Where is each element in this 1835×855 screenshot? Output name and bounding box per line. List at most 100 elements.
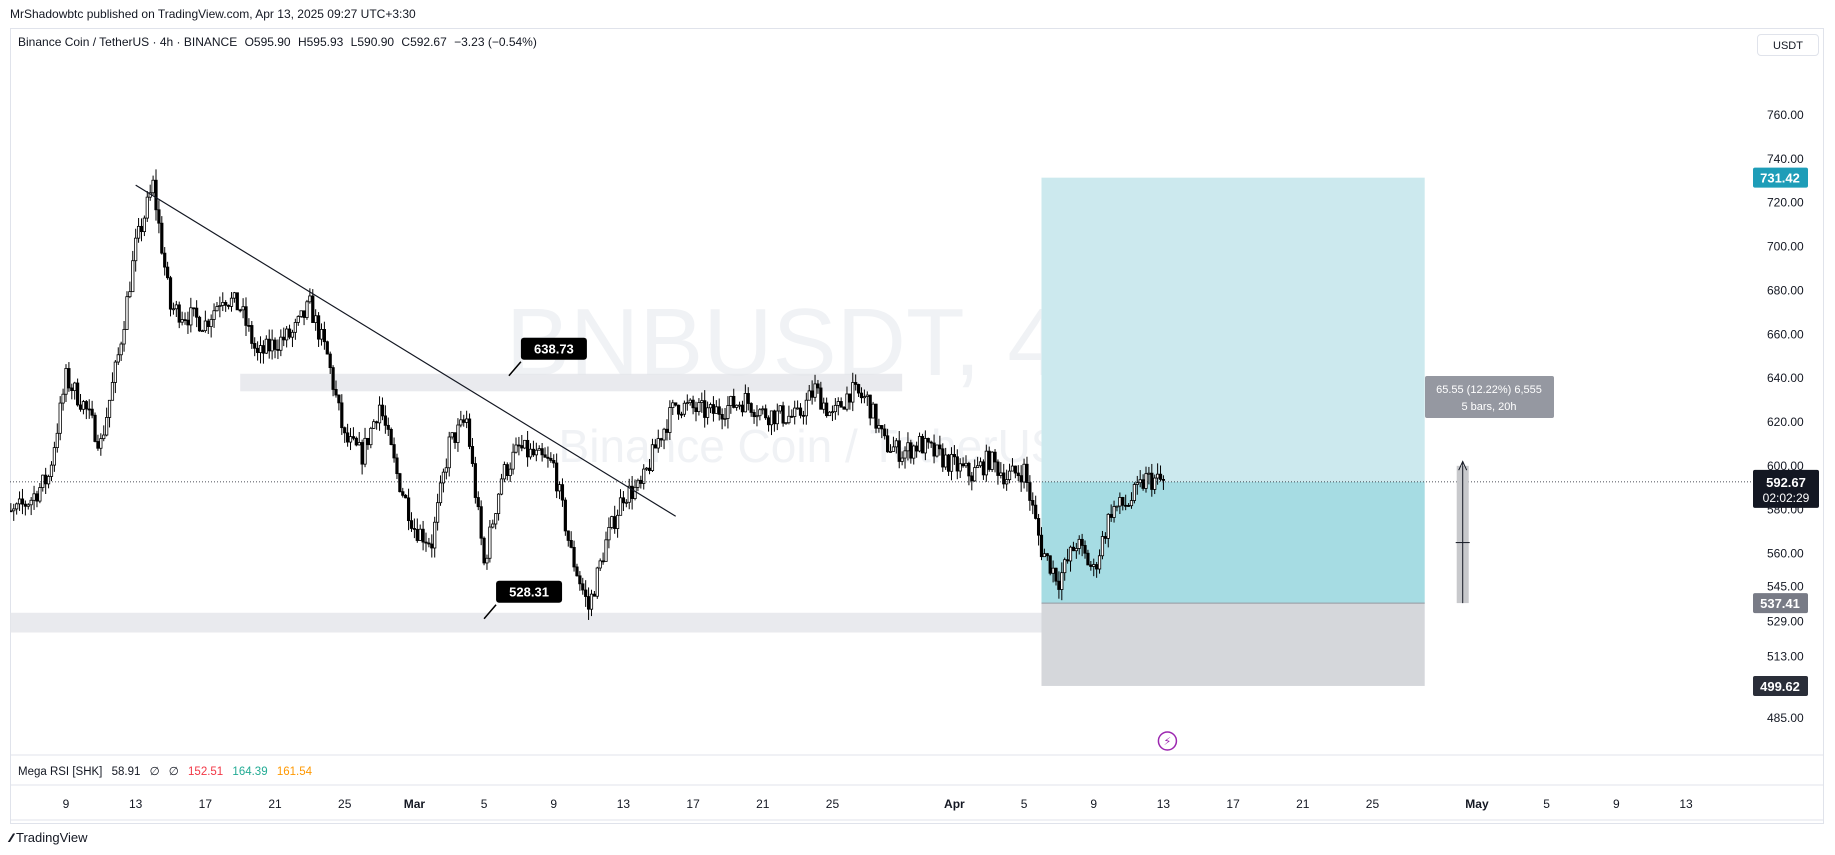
candle-body — [932, 442, 936, 457]
candle-body — [415, 528, 419, 541]
candle-body — [76, 382, 80, 406]
alert-bolt-icon[interactable] — [1157, 731, 1178, 751]
candle-body — [488, 526, 492, 559]
candle-body — [833, 404, 837, 413]
candle-body — [32, 493, 36, 501]
candle-body — [1080, 538, 1084, 546]
candle-body — [325, 341, 329, 355]
candle-body — [691, 399, 695, 409]
candle-body — [267, 338, 271, 352]
measure-label-bars: 5 bars, 20h — [1461, 401, 1516, 413]
candle-body — [459, 419, 463, 426]
candle-body — [64, 368, 68, 395]
candle-body — [604, 539, 608, 562]
candle-body — [665, 428, 669, 433]
bar-countdown: 02:02:29 — [1763, 491, 1810, 505]
candle-body — [601, 560, 605, 563]
candle-body — [406, 497, 411, 522]
indicator-legend[interactable]: Mega RSI [SHK] 58.91 ∅ ∅ 152.51 164.39 1… — [18, 764, 318, 778]
candle-body — [465, 418, 469, 423]
candle-body — [891, 446, 896, 452]
x-tick-label: 17 — [1226, 797, 1240, 811]
tradingview-brand[interactable]: ⁄⁄ TradingView — [10, 830, 88, 845]
candle-body — [973, 467, 977, 482]
candle-body — [1150, 472, 1154, 490]
candle-body — [549, 457, 553, 461]
candle-body — [29, 499, 33, 506]
currency-unit-button[interactable]: USDT — [1757, 34, 1819, 56]
y-tick-label: 740.00 — [1767, 152, 1804, 166]
candle-body — [218, 305, 222, 307]
candle-body — [467, 418, 472, 447]
measure-label-value: 65.55 (12.22%) 6,555 — [1436, 384, 1542, 396]
candle-body — [1124, 504, 1128, 507]
candle-body — [758, 409, 762, 417]
descending-trendline — [135, 184, 676, 517]
candle-body — [424, 541, 428, 544]
candle-body — [720, 413, 724, 420]
candle-body — [888, 451, 893, 453]
candle-body — [706, 407, 710, 418]
candle-body — [735, 404, 739, 408]
candle-body — [305, 301, 309, 318]
candle-body — [676, 404, 681, 415]
candle-body — [302, 310, 306, 318]
y-tick-label: 560.00 — [1767, 547, 1804, 561]
x-tick-label: 25 — [826, 797, 840, 811]
candle-body — [1010, 465, 1015, 472]
candle-body — [1132, 484, 1136, 501]
symbol-legend[interactable]: Binance Coin / TetherUS · 4h · BINANCE O… — [18, 35, 541, 49]
candle-body — [845, 393, 849, 410]
candle-body — [766, 417, 771, 426]
candle-body — [174, 304, 178, 310]
candle-body — [386, 424, 390, 430]
candle-body — [180, 319, 184, 323]
candle-body — [316, 315, 321, 340]
candle-body — [41, 474, 45, 488]
candle-body — [351, 436, 356, 439]
candle-body — [514, 444, 518, 453]
candle-body — [177, 304, 181, 323]
candle-body — [331, 367, 335, 390]
x-tick-label: 21 — [756, 797, 770, 811]
candle-body — [427, 542, 431, 545]
candle-body — [528, 448, 533, 458]
candle-body — [952, 454, 956, 458]
candle-body — [105, 417, 109, 436]
candle-body — [23, 503, 27, 507]
candle-body — [369, 427, 373, 446]
candle-body — [723, 418, 727, 420]
candle-body — [752, 412, 756, 418]
indicator-value-orange: 161.54 — [276, 766, 312, 778]
candle-body — [17, 498, 22, 505]
candle-body — [348, 436, 353, 443]
candle-body — [656, 438, 660, 449]
candle-body — [226, 304, 231, 307]
candle-body — [729, 395, 733, 406]
candle-body — [433, 521, 437, 549]
candle-body — [354, 437, 358, 446]
candle-body — [1057, 580, 1061, 590]
candle-body — [258, 345, 263, 353]
candle-body — [1161, 478, 1166, 481]
candle-body — [976, 465, 980, 469]
candle-body — [586, 596, 591, 610]
y-tick-label: 720.00 — [1767, 196, 1804, 210]
candle-body — [822, 402, 826, 410]
candle-body — [534, 449, 538, 456]
candle-body — [1042, 553, 1046, 558]
candle-body — [1054, 567, 1058, 582]
zone-resistance — [240, 373, 903, 392]
candle-body — [157, 209, 161, 224]
candle-body — [618, 497, 623, 516]
x-tick-label: 13 — [1157, 797, 1171, 811]
candles — [1, 169, 1166, 620]
ohlc-high: H595.93 — [297, 35, 344, 49]
candle-body — [859, 392, 864, 399]
candle-body — [12, 508, 16, 512]
candle-body — [769, 410, 774, 426]
candle-body — [1, 526, 3, 531]
candle-body — [200, 330, 205, 333]
candle-body — [552, 460, 556, 464]
